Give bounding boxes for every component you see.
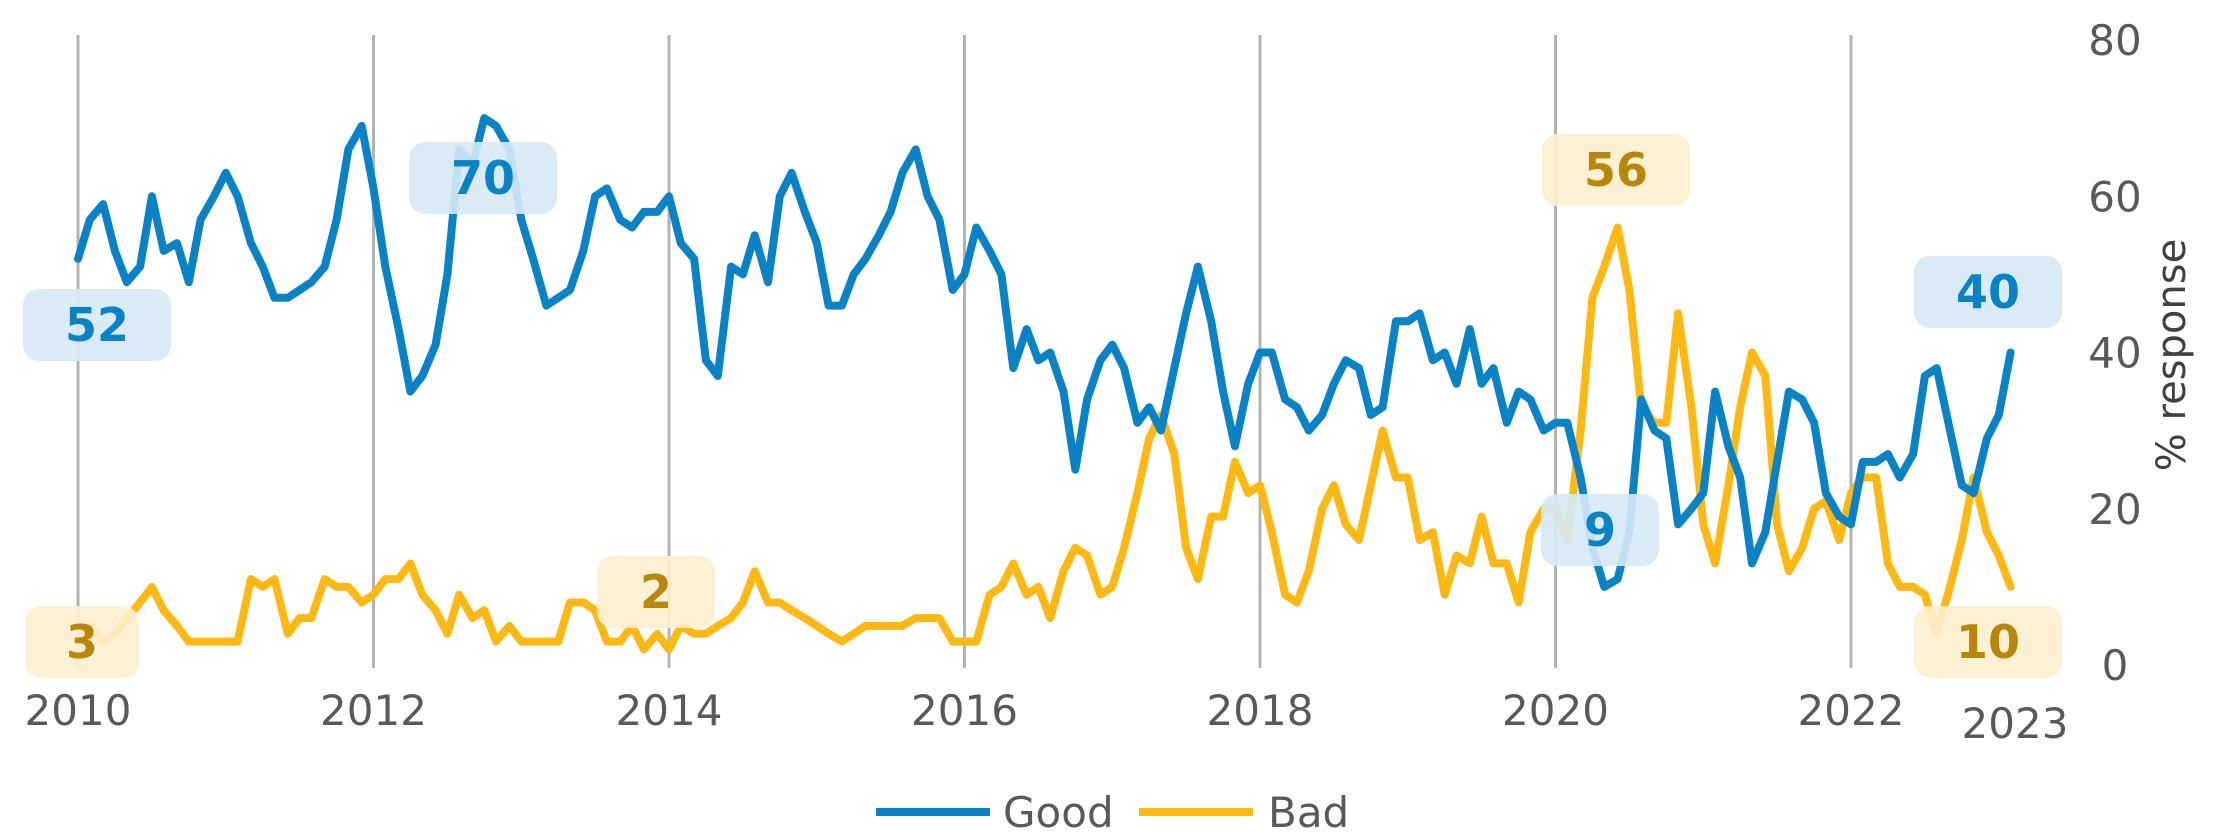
legend-label: Good (1003, 788, 1114, 837)
y-tick-60: 60 (2088, 172, 2141, 221)
y-tick-40: 40 (2088, 329, 2141, 378)
legend-item-good: Good (876, 788, 1114, 837)
callout-bad-10: 10 (1914, 606, 2062, 678)
legend-item-bad: Bad (1139, 788, 1349, 837)
callout-label: 56 (1584, 143, 1648, 197)
callout-good-40: 40 (1914, 256, 2062, 328)
y-tick-80: 80 (2088, 16, 2141, 65)
legend-label: Bad (1268, 788, 1349, 837)
callout-box (1541, 494, 1659, 566)
callout-box (1914, 606, 2062, 678)
y-axis-label: % response (2149, 239, 2195, 471)
x-tick-2018: 2018 (1207, 686, 1314, 735)
y-axis-ticks: 0 20 40 60 80 (2088, 16, 2141, 690)
callout-label: 10 (1956, 615, 2020, 669)
x-tick-2014: 2014 (616, 686, 723, 735)
callout-label: 70 (451, 151, 515, 205)
callout-label: 3 (66, 615, 98, 669)
y-tick-20: 20 (2088, 485, 2141, 534)
callout-bad-56: 56 (1542, 134, 1690, 206)
callout-label: 40 (1956, 265, 2020, 319)
callout-box (25, 606, 139, 678)
callout-good-70: 70 (409, 142, 557, 214)
x-tick-2016: 2016 (911, 686, 1018, 735)
callout-label: 9 (1584, 503, 1616, 557)
x-tick-2023: 2023 (1962, 699, 2069, 748)
series-line-good (74, 114, 2015, 591)
callout-label: 2 (640, 565, 672, 619)
callout-label: 52 (65, 298, 129, 352)
x-tick-2012: 2012 (320, 686, 427, 735)
callout-layer: 52 70 9 40 3 2 56 10 (23, 134, 2062, 678)
x-tick-2020: 2020 (1502, 686, 1609, 735)
x-tick-2010: 2010 (25, 686, 132, 735)
callout-box (1914, 256, 2062, 328)
series-layer (74, 114, 2015, 654)
y-tick-0: 0 (2102, 641, 2129, 690)
legend: Good Bad (876, 788, 1349, 837)
callout-box (409, 142, 557, 214)
callout-good-52: 52 (23, 289, 171, 361)
callout-box (1542, 134, 1690, 206)
callout-good-9: 9 (1541, 494, 1659, 566)
callout-bad-2: 2 (597, 556, 715, 628)
callout-box (597, 556, 715, 628)
series-line-bad (74, 223, 2015, 654)
callout-bad-3: 3 (25, 606, 139, 678)
x-axis-ticks: 2010 2012 2014 2016 2018 2020 2022 2023 (25, 686, 2069, 748)
callout-box (23, 289, 171, 361)
x-tick-2022: 2022 (1798, 686, 1905, 735)
